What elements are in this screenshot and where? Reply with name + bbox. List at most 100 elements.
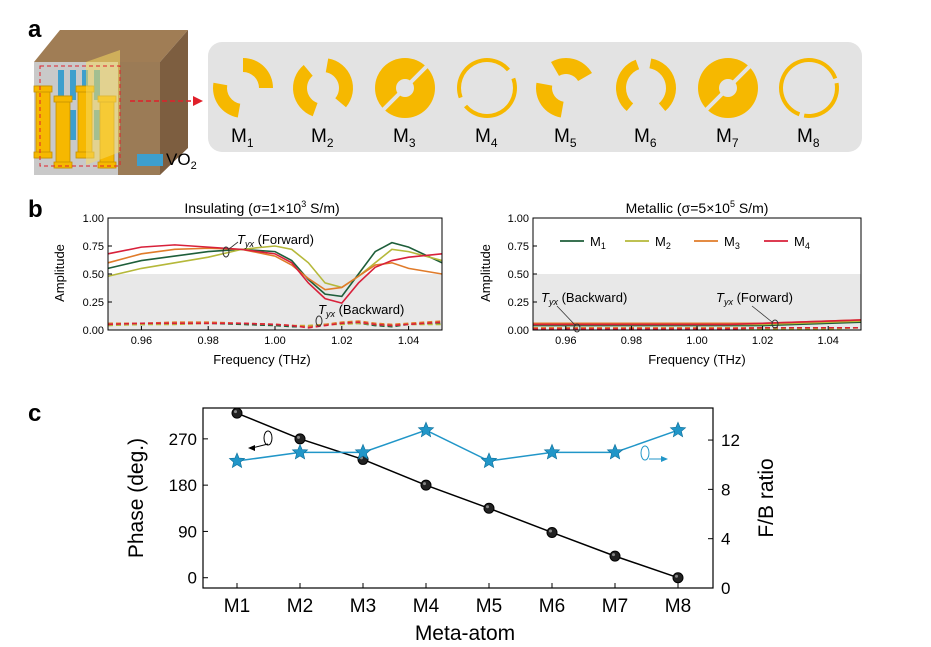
chart-c-ylabel-left: Phase (deg.) <box>125 438 148 558</box>
chart-insulating-series-m4 <box>107 244 443 305</box>
chart-metallic-xtick-label: 1.00 <box>686 335 707 347</box>
annotation-insulating-forward: Tyx (Forward) <box>237 232 314 249</box>
chart-insulating-title: Insulating (σ=1×103 S/m) <box>184 199 339 216</box>
legend-label-m2: M2 <box>655 234 671 251</box>
meta-atom-label: M1 <box>231 126 254 150</box>
legend-label-m3: M3 <box>724 234 740 251</box>
chart-metallic-frame <box>532 217 862 331</box>
legend-label-m1: M1 <box>590 234 606 251</box>
chart-c-xtick-label: M4 <box>413 596 440 617</box>
chart-metallic-ylabel: Amplitude <box>478 244 493 302</box>
chart-insulating-frame <box>107 217 443 331</box>
panel-label-b: b <box>28 196 43 223</box>
meta-atom-arc <box>457 58 510 99</box>
fb-ratio-line <box>236 429 679 462</box>
chart-metallic-xtick-label: 0.96 <box>555 335 576 347</box>
annotation-metallic-forward: Tyx (Forward) <box>716 290 793 307</box>
chart-c-ytick-right-label: 4 <box>721 530 730 549</box>
meta-atom-arc <box>616 59 640 111</box>
chart-c-xlabel: Meta-atom <box>415 622 515 645</box>
chart-c-ytick-right-label: 8 <box>721 480 730 499</box>
fb-ratio-point <box>543 443 561 460</box>
chart-metallic-xtick-label: 1.02 <box>752 335 773 347</box>
chart-c-xtick-label: M1 <box>224 596 250 617</box>
annotation-insulating-forward-marker <box>222 246 230 258</box>
fb-ratio-point <box>354 443 372 460</box>
meta-atom-label: M8 <box>797 126 820 150</box>
annotation-metallic-backward: Tyx (Backward) <box>541 290 627 307</box>
phase-axis-indicator <box>263 430 273 446</box>
legend-label-m4: M4 <box>794 234 810 251</box>
chart-c-ytick-left-label: 270 <box>169 430 197 449</box>
chart-metallic-ytick-label: 0.00 <box>508 325 529 337</box>
chart-c-xtick-label: M2 <box>287 596 313 617</box>
chart-metallic-xtick-label: 0.98 <box>621 335 642 347</box>
annotation-metallic-forward-marker <box>771 319 779 329</box>
chart-metallic-xlabel: Frequency (THz) <box>648 352 746 367</box>
chart-c-frame <box>202 407 714 589</box>
fb-ratio-point <box>291 443 309 460</box>
phase-point-highlight <box>297 435 300 439</box>
chart-insulating-ytick-label: 0.50 <box>83 269 104 281</box>
meta-atom-arc <box>551 57 592 81</box>
annotation-insulating-backward: Tyx (Backward) <box>318 302 404 319</box>
chart-insulating-ytick-label: 0.00 <box>83 325 104 337</box>
meta-atom-arc <box>803 82 840 119</box>
chart-c-xtick-label: M6 <box>539 596 565 617</box>
phase-point <box>294 433 306 445</box>
meta-atom-label: M3 <box>393 126 416 150</box>
chart-metallic-xtick-label: 1.04 <box>817 335 838 347</box>
fb-ratio-point <box>669 421 687 438</box>
chart-metallic-ytick-label: 0.25 <box>508 297 529 309</box>
chart-metallic-title: Metallic (σ=5×105 S/m) <box>626 199 769 216</box>
phase-point <box>546 526 558 538</box>
fb-ratio-point <box>417 421 435 438</box>
chart-insulating-series-m1-backward <box>108 322 443 328</box>
chart-metallic-shaded-band <box>533 274 861 330</box>
chart-insulating-series-m2-backward <box>107 322 442 327</box>
metasurface-block-illustration <box>33 30 188 175</box>
chart-metallic-ytick-label: 1.00 <box>508 213 529 225</box>
chart-insulating-series-m1 <box>107 241 443 298</box>
phase-point-highlight <box>423 482 426 486</box>
chart-c-xtick-label: M3 <box>350 596 376 617</box>
phase-point-highlight <box>486 505 489 509</box>
chart-c-ytick-left-label: 180 <box>169 476 197 495</box>
chart-metallic-series-m1 <box>533 321 862 327</box>
annotation-insulating-backward-marker <box>315 315 323 327</box>
meta-atom-arc <box>213 82 241 118</box>
phase-point-highlight <box>675 574 678 578</box>
chart-c-xtick-label: M7 <box>602 596 628 617</box>
phase-point-highlight <box>360 456 363 460</box>
meta-atom-gap <box>703 63 753 113</box>
chart-metallic-series-m4-backward <box>533 326 861 330</box>
vo2-legend-swatch <box>137 154 163 166</box>
chart-insulating-xtick-label: 1.00 <box>264 335 285 347</box>
phase-point <box>609 550 621 562</box>
phase-point-highlight <box>612 553 615 557</box>
meta-atom-1: M1 <box>213 58 273 150</box>
chart-c-ylabel-right: F/B ratio <box>755 458 778 537</box>
chart-insulating-xlabel: Frequency (THz) <box>213 352 311 367</box>
phase-point-highlight <box>234 410 237 414</box>
panel-label-c: c <box>28 400 42 427</box>
meta-atom-arc <box>293 65 318 117</box>
meta-atom-label: M7 <box>716 126 739 150</box>
phase-point <box>357 453 369 465</box>
meta-atom-6: M6 <box>616 58 676 150</box>
chart-metallic-legend: M1 M2 M3 M4 <box>560 234 810 251</box>
meta-atom-arc <box>325 58 353 108</box>
annotation-metallic-backward-marker <box>573 323 581 333</box>
phase-point-highlight <box>549 529 552 533</box>
chart-metallic-series-m3 <box>533 319 862 325</box>
chart-insulating-series-m2 <box>107 245 443 289</box>
chart-c-ytick-left-label: 90 <box>178 522 197 541</box>
meta-atom-arc <box>243 58 273 88</box>
chart-insulating-ytick-label: 0.25 <box>83 297 104 309</box>
meta-atom-panel <box>208 42 862 152</box>
meta-atom-2: M2 <box>293 58 353 150</box>
meta-atom-arc <box>535 82 564 118</box>
meta-atom-8: M8 <box>778 58 840 150</box>
chart-insulating-series-m3-backward <box>108 320 443 328</box>
meta-atom-gap <box>380 63 430 113</box>
